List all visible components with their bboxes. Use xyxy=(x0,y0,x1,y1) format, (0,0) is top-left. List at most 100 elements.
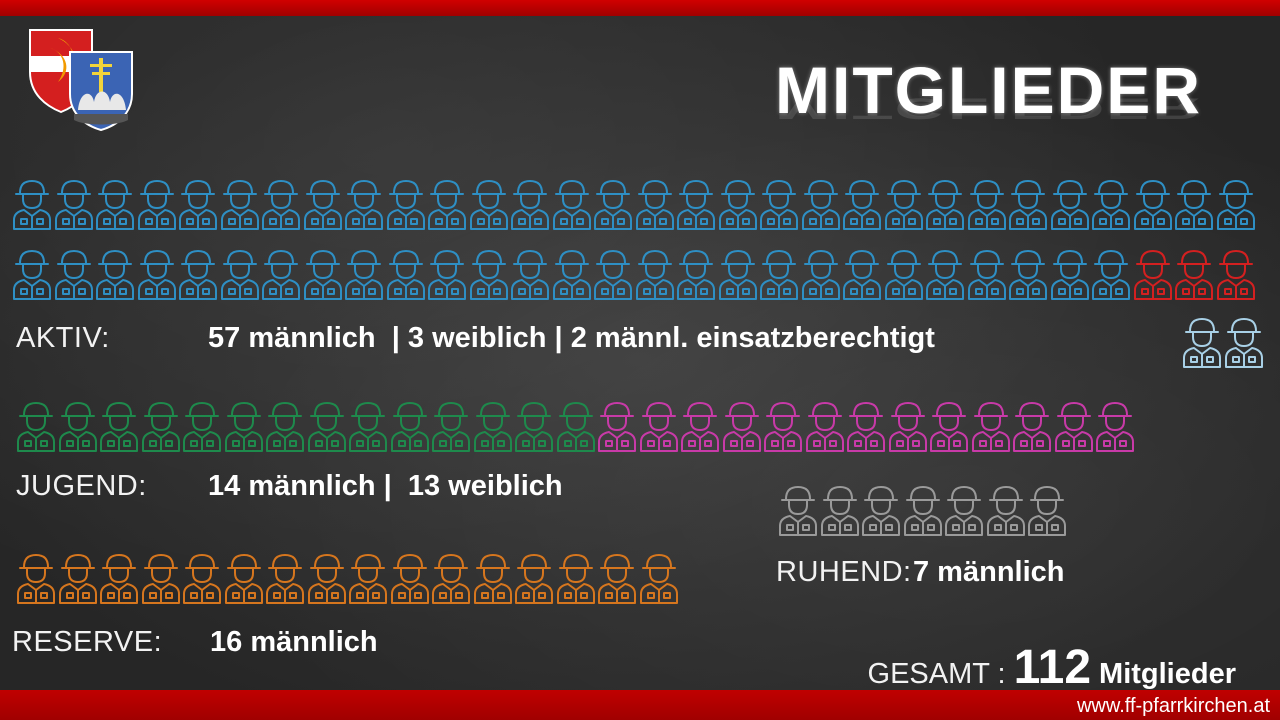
einsatz-figure xyxy=(1183,318,1221,368)
jugend-female-figure xyxy=(598,402,636,452)
bottom-bar: www.ff-pfarrkirchen.at xyxy=(0,690,1280,720)
aktiv-male-figure xyxy=(884,180,923,230)
reserve-figure xyxy=(183,554,221,604)
reserve-figure xyxy=(266,554,304,604)
aktiv-male-figure xyxy=(54,250,93,300)
aktiv-male-figure xyxy=(54,180,93,230)
aktiv-male-figure xyxy=(303,180,342,230)
jugend-male-figure xyxy=(224,402,263,452)
aktiv-male-figure xyxy=(843,180,881,230)
aktiv-male-figure xyxy=(511,180,549,230)
aktiv-male-figure xyxy=(552,180,591,230)
aktiv-male-figure xyxy=(262,180,300,230)
aktiv-male-figure xyxy=(635,180,674,230)
jugend-male-figure xyxy=(141,402,180,452)
reserve-figure xyxy=(556,554,595,604)
jugend-female-figure xyxy=(805,402,844,452)
ruhend-figure xyxy=(903,486,942,536)
aktiv-male-figure xyxy=(1009,250,1047,300)
aktiv-male-figure xyxy=(345,180,383,230)
aktiv-male-figure xyxy=(552,250,591,300)
aktiv-male-figure xyxy=(801,250,840,300)
aktiv-male-figure xyxy=(843,250,881,300)
aktiv-male-figure xyxy=(1092,250,1130,300)
reserve-figure xyxy=(58,554,97,604)
ruhend-label: RUHEND: xyxy=(776,556,912,588)
aktiv-male-figure xyxy=(884,250,923,300)
aktiv-male-figure xyxy=(1216,180,1255,230)
jugend-male-figure xyxy=(58,402,97,452)
aktiv-female-figure xyxy=(1133,250,1172,300)
ruhend-figure xyxy=(986,486,1025,536)
aktiv-male-figure xyxy=(96,180,134,230)
aktiv-male-figure xyxy=(760,180,798,230)
aktiv-male-figure xyxy=(926,250,964,300)
jugend-male-figure xyxy=(556,402,595,452)
municipality-coat-of-arms xyxy=(69,51,133,132)
reserve-figure xyxy=(473,554,512,604)
aktiv-male-figure xyxy=(179,180,217,230)
jugend-female-figure xyxy=(1013,402,1051,452)
aktiv-male-figure xyxy=(469,250,508,300)
jugend-female-figure xyxy=(681,402,719,452)
jugend-female-figure xyxy=(1096,402,1134,452)
aktiv-male-figure xyxy=(594,180,632,230)
aktiv-male-figure xyxy=(1009,180,1047,230)
aktiv-male-figure xyxy=(677,250,715,300)
jugend-male-figure xyxy=(349,402,387,452)
aktiv-female-figure xyxy=(1175,250,1213,300)
page-title: MITGLIEDER xyxy=(775,53,1202,127)
aktiv-male-figure xyxy=(137,180,176,230)
aktiv-label: AKTIV: xyxy=(16,322,110,354)
einsatz-figure xyxy=(1224,318,1263,368)
aktiv-male-figure xyxy=(594,250,632,300)
aktiv-male-figure xyxy=(386,180,425,230)
reserve-figure xyxy=(141,554,180,604)
ruhend-figure xyxy=(779,486,817,536)
reserve-figure xyxy=(432,554,470,604)
reserve-figure xyxy=(390,554,429,604)
aktiv-male-figure xyxy=(967,180,1006,230)
aktiv-male-figure xyxy=(428,250,466,300)
gesamt-total: GESAMT : 112 Mitglieder xyxy=(868,640,1236,695)
aktiv-male-figure xyxy=(13,180,51,230)
reserve-figure xyxy=(639,554,678,604)
aktiv-male-figure xyxy=(179,250,217,300)
aktiv-male-figure xyxy=(262,250,300,300)
jugend-female-figure xyxy=(639,402,678,452)
aktiv-male-figure xyxy=(386,250,425,300)
reserve-figure xyxy=(349,554,387,604)
aktiv-value: 57 männlich | 3 weiblich | 2 männl. eins… xyxy=(208,322,935,354)
aktiv-male-figure xyxy=(511,250,549,300)
reserve-figure xyxy=(598,554,636,604)
aktiv-male-figure xyxy=(220,250,259,300)
jugend-male-figure xyxy=(266,402,304,452)
page-title-reflection: MITGLIEDER xyxy=(775,92,1202,126)
aktiv-male-figure xyxy=(303,250,342,300)
aktiv-male-figure xyxy=(13,250,51,300)
website-url: www.ff-pfarrkirchen.at xyxy=(1076,695,1270,717)
aktiv-male-figure xyxy=(926,180,964,230)
aktiv-male-figure xyxy=(677,180,715,230)
aktiv-male-figure xyxy=(469,180,508,230)
jugend-male-figure xyxy=(390,402,429,452)
aktiv-male-figure xyxy=(1133,180,1172,230)
reserve-label: RESERVE: xyxy=(12,626,163,658)
reserve-value: 16 männlich xyxy=(210,626,378,658)
aktiv-male-figure xyxy=(220,180,259,230)
jugend-male-figure xyxy=(473,402,512,452)
jugend-female-figure xyxy=(722,402,761,452)
jugend-male-figure xyxy=(183,402,221,452)
aktiv-male-figure xyxy=(635,250,674,300)
jugend-label: JUGEND: xyxy=(16,470,147,502)
aktiv-male-figure xyxy=(760,250,798,300)
reserve-figure xyxy=(100,554,138,604)
jugend-female-figure xyxy=(971,402,1010,452)
jugend-value: 14 männlich | 13 weiblich xyxy=(208,470,563,502)
aktiv-male-figure xyxy=(718,250,757,300)
jugend-male-figure xyxy=(17,402,55,452)
reserve-figure xyxy=(515,554,553,604)
top-bar xyxy=(0,0,1280,16)
aktiv-male-figure xyxy=(137,250,176,300)
jugend-female-figure xyxy=(764,402,802,452)
